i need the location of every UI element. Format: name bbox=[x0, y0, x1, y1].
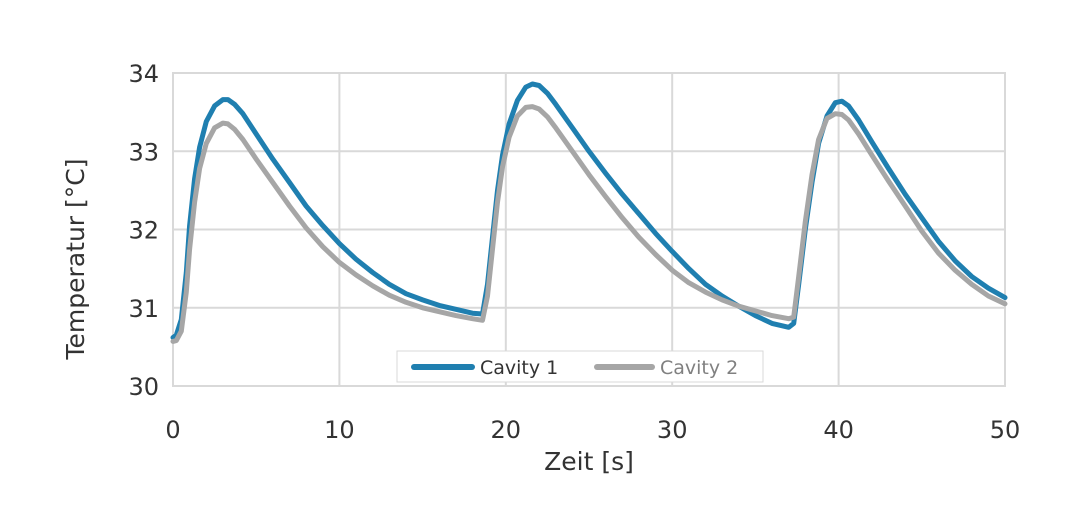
x-tick-label: 0 bbox=[165, 416, 180, 444]
x-axis-title: Zeit [s] bbox=[544, 447, 634, 476]
y-tick-label: 30 bbox=[128, 373, 159, 401]
x-tick-label: 40 bbox=[823, 416, 854, 444]
legend-label-cavity-1: Cavity 1 bbox=[480, 357, 558, 379]
y-axis-title: Temperatur [°C] bbox=[61, 159, 90, 361]
x-tick-label: 10 bbox=[324, 416, 355, 444]
legend: Cavity 1 Cavity 2 bbox=[396, 350, 764, 383]
y-tick-label: 32 bbox=[128, 217, 159, 245]
y-axis-ticks: 30 31 32 33 34 bbox=[128, 60, 159, 401]
x-axis-ticks: 0 10 20 30 40 50 bbox=[165, 416, 1020, 444]
x-tick-label: 50 bbox=[990, 416, 1021, 444]
y-tick-label: 33 bbox=[128, 138, 159, 166]
legend-label-cavity-2: Cavity 2 bbox=[660, 357, 738, 379]
series-line-cavity-2 bbox=[170, 104, 1008, 344]
y-tick-label: 34 bbox=[128, 60, 159, 88]
x-tick-label: 30 bbox=[657, 416, 688, 444]
y-tick-label: 31 bbox=[128, 295, 159, 323]
gridlines bbox=[173, 73, 1005, 386]
x-tick-label: 20 bbox=[491, 416, 522, 444]
series-line-cavity-1 bbox=[170, 81, 1008, 340]
series-layer bbox=[170, 81, 1008, 344]
